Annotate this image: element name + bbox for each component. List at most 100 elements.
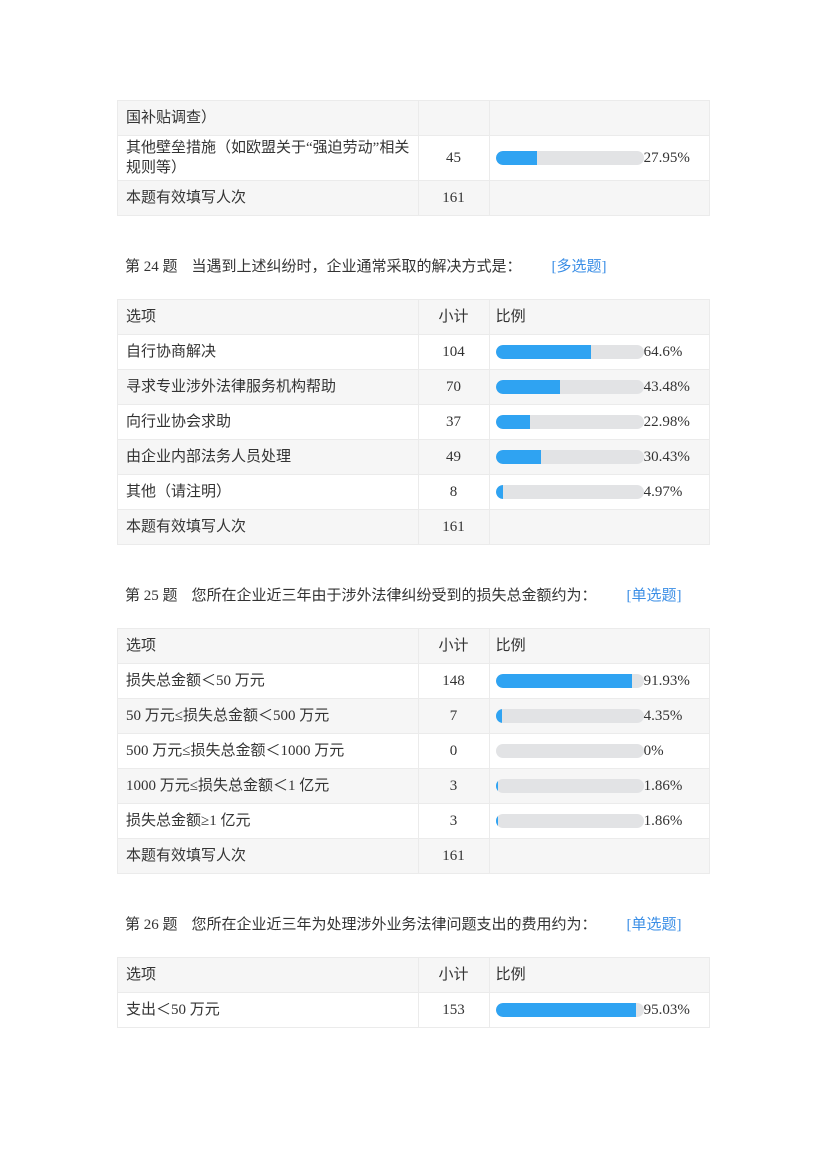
header-count: 小计 (417, 957, 490, 993)
total-label: 本题有效填写人次 (117, 509, 419, 545)
option-label: 自行协商解决 (117, 334, 419, 370)
ratio-percent: 4.35% (643, 708, 683, 724)
ratio-bar-track (495, 814, 644, 828)
question-section: 国补贴调查） 其他壁垒措施（如欧盟关于“强迫劳动”相关规则等） 45 27.95% 本题… (117, 100, 711, 216)
option-ratio-cell: 27.95% (488, 135, 711, 181)
ratio-bar-group: 95.03% (495, 1000, 701, 1020)
question-number: 第 24 题 (125, 259, 178, 275)
ratio-bar-track (495, 744, 644, 758)
ratio-bar-fill (495, 151, 537, 165)
option-count: 104 (417, 334, 490, 370)
option-ratio-cell: 4.35% (488, 698, 711, 734)
header-option: 选项 (117, 957, 419, 993)
ratio-bar-track (495, 1003, 644, 1017)
results-table: 选项 小计 比例 支出＜50 万元 153 95.03% (117, 957, 711, 1028)
header-option: 选项 (117, 628, 419, 664)
results-table: 选项 小计 比例 自行协商解决 104 64.6% 寻求专业涉外法律服务机构帮助 70 43.4… (117, 299, 711, 545)
option-ratio-cell: 22.98% (488, 404, 711, 440)
total-row: 本题有效填写人次 161 (117, 509, 711, 545)
option-label: 1000 万元≤损失总金额＜1 亿元 (117, 768, 419, 804)
option-ratio-cell: 4.97% (488, 474, 711, 510)
option-count: 153 (417, 992, 490, 1028)
table-row: 其他壁垒措施（如欧盟关于“强迫劳动”相关规则等） 45 27.95% (117, 135, 711, 181)
option-label: 国补贴调查） (117, 100, 419, 136)
ratio-bar-group: 22.98% (495, 412, 701, 432)
ratio-bar-fill (495, 485, 503, 499)
ratio-bar-track (495, 415, 644, 429)
header-count: 小计 (417, 299, 490, 335)
ratio-percent: 1.86% (643, 813, 683, 829)
ratio-bar-track (495, 779, 644, 793)
results-table: 国补贴调查） 其他壁垒措施（如欧盟关于“强迫劳动”相关规则等） 45 27.95% 本题… (117, 100, 711, 216)
option-ratio-cell: 0% (488, 733, 711, 769)
table-header-row: 选项 小计 比例 (117, 628, 711, 664)
ratio-percent: 91.93% (643, 673, 690, 689)
table-header-row: 选项 小计 比例 (117, 957, 711, 993)
option-label: 其他（请注明） (117, 474, 419, 510)
ratio-bar-fill (495, 1003, 637, 1017)
option-ratio-cell (488, 100, 711, 136)
ratio-bar-group: 30.43% (495, 447, 701, 467)
ratio-bar-group: 4.97% (495, 482, 701, 502)
question-text: 您所在企业近三年由于涉外法律纠纷受到的损失总金额约为： (191, 588, 597, 604)
table-row: 自行协商解决 104 64.6% (117, 334, 711, 370)
ratio-percent: 43.48% (643, 379, 690, 395)
table-row: 其他（请注明） 8 4.97% (117, 474, 711, 510)
ratio-percent: 0% (643, 743, 664, 759)
ratio-bar-fill (495, 779, 499, 793)
total-row: 本题有效填写人次 161 (117, 180, 711, 216)
option-count: 148 (417, 663, 490, 699)
ratio-bar-fill (495, 814, 499, 828)
option-count: 70 (417, 369, 490, 405)
ratio-bar-fill (495, 415, 530, 429)
ratio-bar-fill (495, 709, 503, 723)
option-count: 8 (417, 474, 490, 510)
ratio-percent: 1.86% (643, 778, 683, 794)
table-row: 国补贴调查） (117, 100, 711, 136)
option-label: 50 万元≤损失总金额＜500 万元 (117, 698, 419, 734)
table-row: 由企业内部法务人员处理 49 30.43% (117, 439, 711, 475)
option-count: 45 (417, 135, 490, 181)
table-row: 寻求专业涉外法律服务机构帮助 70 43.48% (117, 369, 711, 405)
table-row: 损失总金额＜50 万元 148 91.93% (117, 663, 711, 699)
option-count: 3 (417, 768, 490, 804)
table-row: 1000 万元≤损失总金额＜1 亿元 3 1.86% (117, 768, 711, 804)
question-title: 第 26 题您所在企业近三年为处理涉外业务法律问题支出的费用约为： [单选题] (117, 914, 695, 936)
ratio-bar-group: 64.6% (495, 342, 701, 362)
ratio-bar-group: 91.93% (495, 671, 701, 691)
header-ratio: 比例 (488, 299, 711, 335)
ratio-bar-track (495, 345, 644, 359)
ratio-bar-track (495, 450, 644, 464)
question-title: 第 24 题当遇到上述纠纷时，企业通常采取的解决方式是： [多选题] (117, 256, 695, 278)
results-table: 选项 小计 比例 损失总金额＜50 万元 148 91.93% 50 万元≤损失总金额＜50… (117, 628, 711, 874)
question-type-tag: [单选题] (626, 917, 682, 933)
ratio-bar-fill (495, 345, 592, 359)
total-empty (488, 180, 711, 216)
header-ratio: 比例 (488, 628, 711, 664)
total-empty (488, 838, 711, 874)
option-ratio-cell: 43.48% (488, 369, 711, 405)
question-section: 第 24 题当遇到上述纠纷时，企业通常采取的解决方式是： [多选题] 选项 小计 比例自… (117, 256, 711, 545)
question-section: 第 25 题您所在企业近三年由于涉外法律纠纷受到的损失总金额约为： [单选题] 选项… (117, 585, 711, 874)
ratio-percent: 4.97% (643, 484, 683, 500)
ratio-percent: 95.03% (643, 1002, 690, 1018)
option-count (417, 100, 490, 136)
ratio-bar-group: 43.48% (495, 377, 701, 397)
option-ratio-cell: 30.43% (488, 439, 711, 475)
option-label: 损失总金额≥1 亿元 (117, 803, 419, 839)
header-ratio: 比例 (488, 957, 711, 993)
option-ratio-cell: 95.03% (488, 992, 711, 1028)
ratio-bar-group: 0% (495, 741, 701, 761)
total-empty (488, 509, 711, 545)
option-count: 0 (417, 733, 490, 769)
table-header-row: 选项 小计 比例 (117, 299, 711, 335)
table-row: 支出＜50 万元 153 95.03% (117, 992, 711, 1028)
option-label: 寻求专业涉外法律服务机构帮助 (117, 369, 419, 405)
question-type-tag: [多选题] (551, 259, 607, 275)
table-row: 向行业协会求助 37 22.98% (117, 404, 711, 440)
ratio-bar-track (495, 674, 644, 688)
ratio-percent: 22.98% (643, 414, 690, 430)
question-number: 第 25 题 (125, 588, 178, 604)
ratio-bar-group: 27.95% (495, 148, 701, 168)
ratio-bar-group: 4.35% (495, 706, 701, 726)
